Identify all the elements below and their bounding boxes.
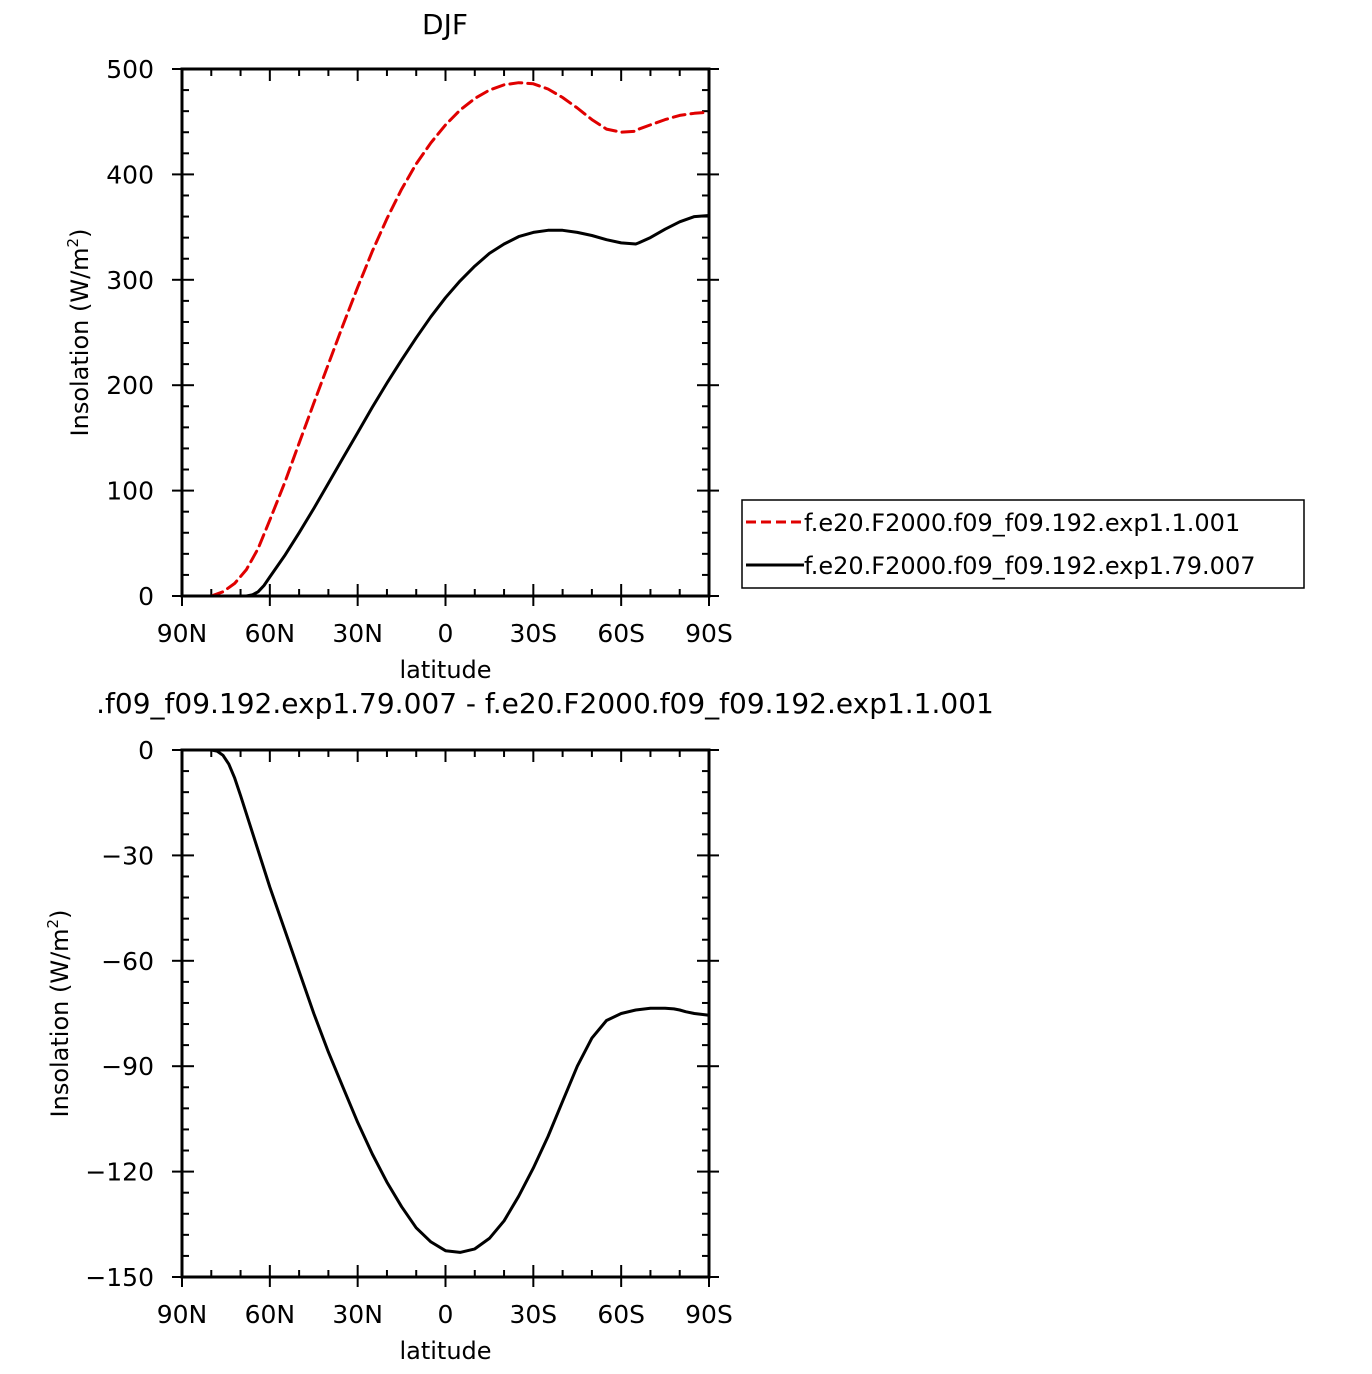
bottom-y-label-close: ) xyxy=(46,910,74,919)
x-tick-label: 30N xyxy=(332,1300,383,1329)
x-tick-label: 0 xyxy=(438,619,454,648)
x-tick-label: 60S xyxy=(597,1300,645,1329)
x-tick-label: 90N xyxy=(157,619,208,648)
top-chart-y-tick-labels: 0 100 200 300 400 500 xyxy=(106,55,154,611)
x-tick-label: 90S xyxy=(685,619,733,648)
y-tick-label: −120 xyxy=(85,1158,154,1187)
top-chart-panel: DJF 0 100 200 300 400 500 90N 60N 30N 0 30S 60S 90S… xyxy=(64,8,1305,684)
legend-box xyxy=(741,499,1305,589)
y-tick-label: 0 xyxy=(138,736,154,765)
top-chart-series xyxy=(209,81,711,598)
bottom-chart-series xyxy=(180,748,711,1254)
y-tick-label: 300 xyxy=(106,266,154,295)
y-tick-label: −150 xyxy=(85,1263,154,1292)
y-tick-label: 100 xyxy=(106,477,154,506)
bottom-chart-panel: .f09_f09.192.exp1.79.007 - f.e20.F2000.f… xyxy=(44,687,994,1365)
bottom-y-label-main: Insolation (W/m xyxy=(46,928,74,1117)
y-tick-label: −30 xyxy=(101,841,154,870)
top-chart-y-axis-label: Insolation (W/m2) xyxy=(64,229,94,437)
x-tick-label: 30S xyxy=(509,619,557,648)
bottom-chart-plot-frame xyxy=(180,748,711,1279)
legend-label: f.e20.F2000.f09_f09.192.exp1.79.007 xyxy=(804,552,1255,580)
y-tick-label: −60 xyxy=(101,947,154,976)
bottom-y-label-sup: 2 xyxy=(44,919,62,929)
top-chart-plot-frame xyxy=(180,67,711,598)
x-tick-label: 0 xyxy=(438,1300,454,1329)
series-line-0 xyxy=(180,748,711,1254)
bottom-chart-ticks xyxy=(172,749,719,1287)
x-tick-label: 30N xyxy=(332,619,383,648)
legend-label: f.e20.F2000.f09_f09.192.exp1.1.001 xyxy=(804,509,1240,537)
x-tick-label: 30S xyxy=(509,1300,557,1329)
x-tick-label: 60S xyxy=(597,619,645,648)
x-tick-label: 60N xyxy=(245,1300,296,1329)
y-tick-label: 0 xyxy=(138,582,154,611)
top-y-label-main: Insolation (W/m xyxy=(66,247,94,436)
bottom-chart-x-tick-labels: 90N 60N 30N 0 30S 60S 90S xyxy=(157,1300,733,1329)
top-chart-x-axis-label: latitude xyxy=(399,656,491,684)
series-line-1 xyxy=(244,214,711,598)
top-chart-title: DJF xyxy=(422,8,468,41)
top-y-label-sup: 2 xyxy=(64,238,82,248)
top-chart-ticks xyxy=(172,68,719,606)
y-tick-label: 200 xyxy=(106,371,154,400)
bottom-chart-y-axis-label: Insolation (W/m2) xyxy=(44,910,74,1118)
top-chart-legend: f.e20.F2000.f09_f09.192.exp1.1.001 f.e20.… xyxy=(741,499,1305,589)
top-chart-x-tick-labels: 90N 60N 30N 0 30S 60S 90S xyxy=(157,619,733,648)
bottom-chart-y-tick-labels: 0 −30 −60 −90 −120 −150 xyxy=(85,736,154,1292)
top-y-label-close: ) xyxy=(66,229,94,238)
x-tick-label: 60N xyxy=(245,619,296,648)
y-tick-label: −90 xyxy=(101,1052,154,1081)
x-tick-label: 90N xyxy=(157,1300,208,1329)
y-tick-label: 400 xyxy=(106,160,154,189)
y-tick-label: 500 xyxy=(106,55,154,84)
bottom-chart-title: .f09_f09.192.exp1.79.007 - f.e20.F2000.f… xyxy=(96,687,994,720)
bottom-chart-x-axis-label: latitude xyxy=(399,1337,491,1365)
x-tick-label: 90S xyxy=(685,1300,733,1329)
series-line-0 xyxy=(209,81,711,598)
